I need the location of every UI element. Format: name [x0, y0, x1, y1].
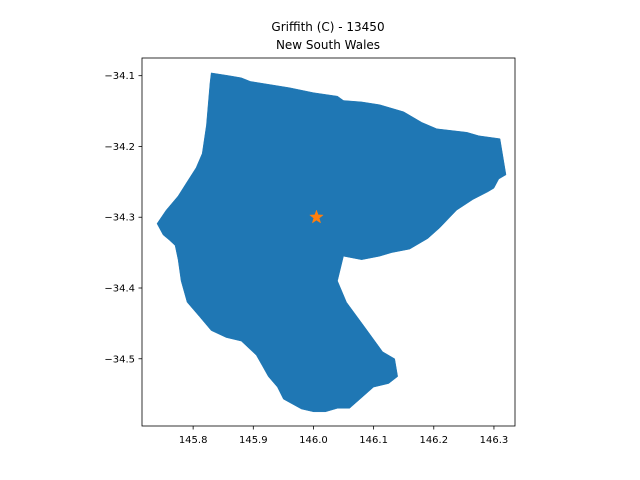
- x-tick-label: 145.8: [179, 435, 208, 446]
- y-axis: −34.1 −34.2 −34.3 −34.4 −34.5: [104, 71, 142, 365]
- axes-frame: [141, 57, 516, 427]
- marker-layer: [309, 209, 324, 224]
- y-tick-label: −34.1: [104, 71, 135, 82]
- x-tick-label: 146.0: [299, 435, 328, 446]
- y-tick-label: −34.4: [104, 284, 135, 295]
- x-tick-label: 146.3: [480, 435, 509, 446]
- x-tick-label: 145.9: [239, 435, 268, 446]
- centroid-star-marker: [309, 209, 324, 224]
- map-title-line1: Griffith (C) - 13450: [271, 20, 384, 34]
- y-tick-label: −34.2: [104, 142, 135, 153]
- y-tick-label: −34.3: [104, 213, 135, 224]
- x-axis: 145.8 145.9 146.0 146.1 146.2 146.3: [179, 426, 508, 446]
- y-tick-label: −34.5: [104, 354, 135, 365]
- region-layer: [156, 72, 507, 413]
- plot-area: [141, 57, 516, 427]
- x-tick-label: 146.2: [419, 435, 448, 446]
- region-polygon: [156, 72, 507, 413]
- x-tick-label: 146.1: [359, 435, 388, 446]
- map-title-line2: New South Wales: [276, 38, 380, 52]
